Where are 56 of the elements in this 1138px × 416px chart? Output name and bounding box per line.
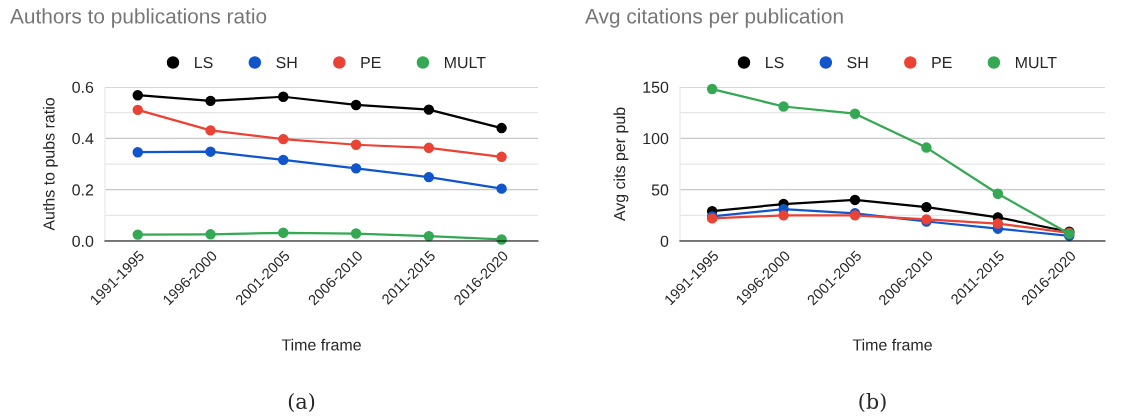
point xyxy=(921,142,932,153)
point xyxy=(921,201,932,213)
x-axis-title: Time frame xyxy=(852,338,932,351)
y-tick-label: 50 xyxy=(651,184,669,196)
point xyxy=(350,99,362,111)
point xyxy=(205,146,216,157)
point xyxy=(496,122,507,134)
point xyxy=(350,228,362,239)
point xyxy=(496,151,507,163)
chart-title: Avg citations per publication xyxy=(585,8,843,28)
legend-label: SH xyxy=(847,56,868,69)
y-axis-title: Avg cits per pub xyxy=(613,107,629,222)
y-tick-label: 0.4 xyxy=(72,132,94,145)
point xyxy=(350,163,362,174)
y-tick-label: 0.2 xyxy=(72,184,94,196)
point xyxy=(278,133,289,145)
text: (a) xyxy=(288,392,315,412)
point xyxy=(778,210,789,221)
point xyxy=(205,95,216,107)
point xyxy=(496,183,507,194)
point xyxy=(278,91,289,102)
point xyxy=(132,90,143,101)
point xyxy=(423,171,435,183)
point xyxy=(992,188,1004,199)
text: (b) xyxy=(859,392,886,412)
point xyxy=(778,101,789,112)
legend-label: SH xyxy=(276,56,297,69)
point xyxy=(278,227,289,238)
y-tick-label: 100 xyxy=(643,132,669,145)
legend-label: PE xyxy=(932,57,952,69)
point xyxy=(278,154,289,166)
point xyxy=(132,146,143,158)
y-tick-label: 0 xyxy=(660,235,669,247)
point xyxy=(423,104,435,115)
point xyxy=(992,218,1004,229)
y-tick-label: 0.0 xyxy=(72,235,94,247)
legend-label: MULT xyxy=(1015,57,1057,69)
legend-label: LS xyxy=(766,56,784,69)
y-axis-title: Auths to pubs ratio xyxy=(42,98,58,231)
point xyxy=(849,108,861,119)
legend-label: LS xyxy=(195,56,213,69)
legend-label: PE xyxy=(361,57,381,69)
point xyxy=(423,142,435,154)
y-tick-label: 150 xyxy=(643,81,669,93)
point xyxy=(132,229,143,240)
point xyxy=(423,230,435,242)
point xyxy=(205,229,216,240)
point xyxy=(132,104,143,116)
point xyxy=(205,125,216,136)
legend-label: MULT xyxy=(444,57,486,69)
chart-title: Authors to publications ratio xyxy=(10,8,267,28)
x-axis-title: Time frame xyxy=(281,338,361,351)
point xyxy=(350,139,362,150)
point xyxy=(849,194,861,206)
y-tick-label: 0.6 xyxy=(72,81,94,93)
point xyxy=(706,83,718,95)
